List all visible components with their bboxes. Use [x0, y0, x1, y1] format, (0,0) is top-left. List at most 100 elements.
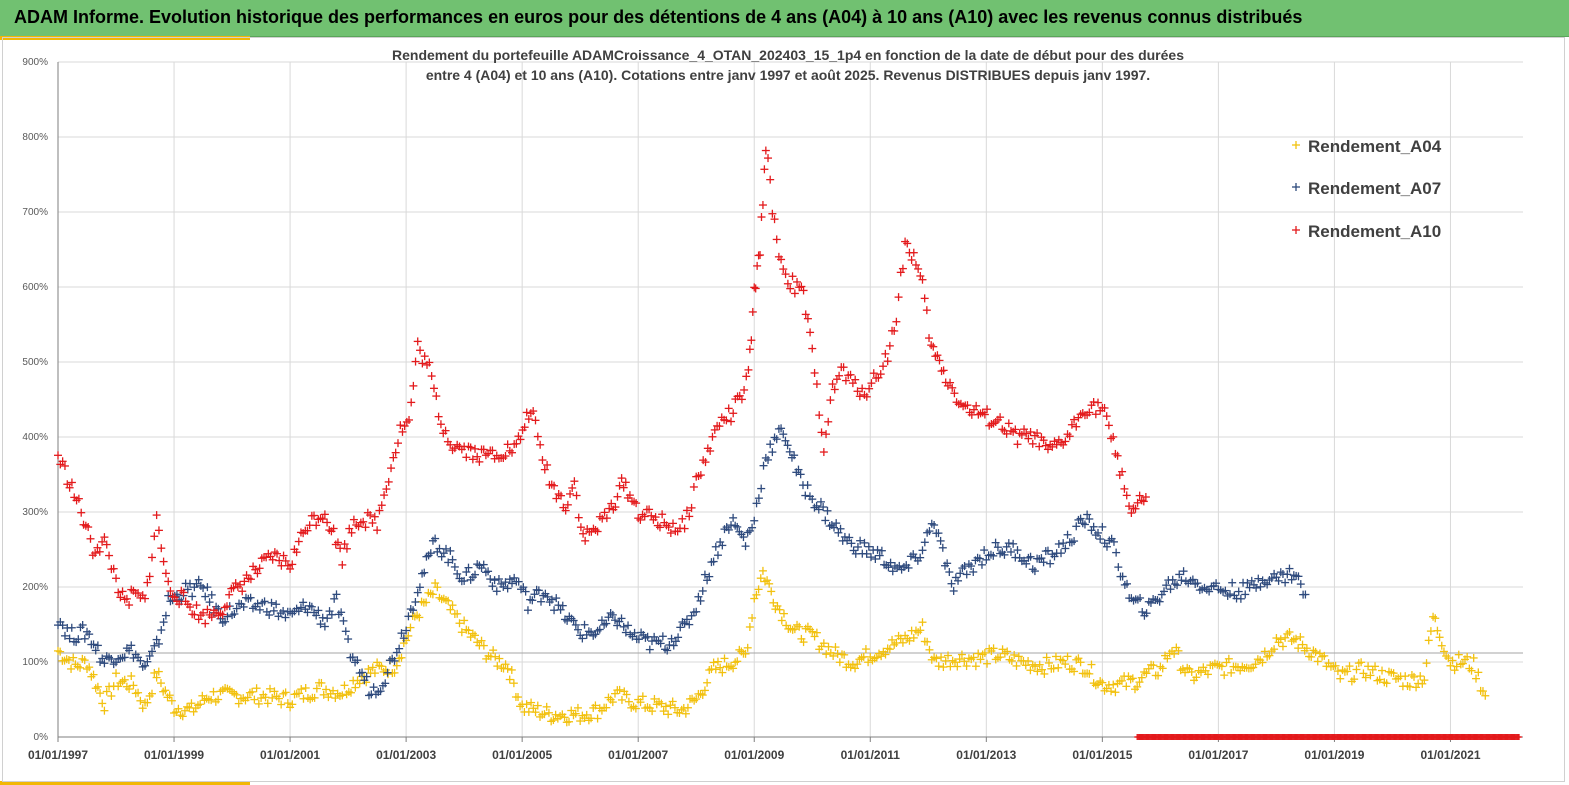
data-point-rendement-a04 [161, 686, 170, 695]
data-point-rendement-a10 [655, 523, 664, 532]
data-point-rendement-a04 [720, 654, 729, 663]
data-point-rendement-a10 [1122, 491, 1131, 500]
data-point-rendement-a07 [1085, 514, 1094, 523]
data-point-rendement-a04 [709, 658, 718, 667]
data-point-rendement-a07 [698, 586, 707, 595]
data-point-rendement-a10 [636, 515, 645, 524]
data-point-rendement-a07 [814, 505, 823, 514]
data-point-rendement-a10 [303, 526, 312, 535]
data-point-rendement-a10 [380, 491, 389, 500]
data-point-rendement-a04 [431, 579, 440, 588]
data-point-rendement-a04 [1420, 676, 1429, 685]
data-point-rendement-a07 [930, 521, 939, 530]
data-point-rendement-a10 [432, 392, 441, 401]
data-point-rendement-a07 [1112, 548, 1121, 557]
data-point-rendement-a04 [125, 685, 134, 694]
data-point-rendement-a07 [246, 593, 255, 602]
data-point-rendement-a10 [740, 385, 749, 394]
data-point-rendement-a04 [1054, 663, 1063, 672]
data-point-rendement-a10 [288, 560, 297, 569]
data-point-rendement-a07 [1243, 578, 1252, 587]
data-point-rendement-a04 [127, 672, 136, 681]
data-point-rendement-a10 [446, 440, 455, 449]
data-point-rendement-a07 [1177, 576, 1186, 585]
data-point-rendement-a10 [929, 342, 938, 351]
data-point-rendement-a07 [534, 586, 543, 595]
data-point-rendement-a04 [980, 648, 989, 657]
data-point-rendement-a10 [1118, 467, 1127, 476]
data-point-rendement-a04 [758, 566, 767, 575]
data-point-rendement-a04 [261, 693, 270, 702]
data-point-rendement-a04 [167, 696, 176, 705]
data-point-rendement-a07 [299, 598, 308, 607]
data-point-rendement-a10 [225, 590, 234, 599]
data-point-rendement-a10 [479, 445, 488, 454]
data-point-rendement-a07 [339, 616, 348, 625]
data-point-rendement-a10 [621, 478, 630, 487]
data-point-rendement-a04 [338, 691, 347, 700]
data-point-rendement-a10 [157, 544, 166, 553]
data-point-rendement-a04 [301, 683, 310, 692]
data-point-rendement-a10 [745, 345, 754, 354]
data-point-rendement-a04 [1270, 645, 1279, 654]
data-point-rendement-a04 [1128, 674, 1137, 683]
data-point-rendement-a04 [1435, 633, 1444, 642]
page-title: ADAM Informe. Evolution historique des p… [14, 7, 1303, 27]
data-point-rendement-a10 [753, 261, 762, 270]
data-point-rendement-a07 [314, 606, 323, 615]
data-point-rendement-a10 [95, 547, 104, 556]
data-point-rendement-a04 [1336, 674, 1345, 683]
data-point-rendement-a07 [296, 603, 305, 612]
data-point-rendement-a04 [453, 609, 462, 618]
data-point-rendement-a07 [1083, 510, 1092, 519]
data-point-rendement-a07 [323, 614, 332, 623]
data-point-rendement-a10 [756, 251, 765, 260]
data-point-rendement-a10 [1139, 497, 1148, 506]
data-point-rendement-a07 [604, 613, 613, 622]
data-point-rendement-a04 [713, 657, 722, 666]
data-point-rendement-a04 [319, 690, 328, 699]
data-point-rendement-a07 [741, 542, 750, 551]
data-point-rendement-a04 [937, 653, 946, 662]
data-point-rendement-a07 [192, 579, 201, 588]
data-point-rendement-a10 [617, 474, 626, 483]
data-point-rendement-a10 [1033, 429, 1042, 438]
x-tick-label: 01/01/2021 [1420, 748, 1480, 762]
data-point-rendement-a04 [1320, 651, 1329, 660]
data-point-rendement-a07 [936, 536, 945, 545]
data-point-rendement-a10 [855, 392, 864, 401]
data-point-rendement-a10 [382, 485, 391, 494]
data-point-rendement-a10 [835, 371, 844, 380]
data-point-rendement-a07 [260, 597, 269, 606]
y-tick-label: 900% [22, 57, 48, 68]
data-point-rendement-a04 [1260, 647, 1269, 656]
data-point-rendement-a07 [956, 569, 965, 578]
data-point-rendement-a04 [1364, 662, 1373, 671]
data-point-rendement-a10 [1011, 425, 1020, 434]
data-point-rendement-a04 [150, 668, 159, 677]
data-point-rendement-a04 [1098, 678, 1107, 687]
data-point-rendement-a07 [514, 577, 523, 586]
data-point-rendement-a07 [464, 563, 473, 572]
y-tick-label: 0% [34, 732, 49, 743]
data-point-rendement-a04 [1040, 669, 1049, 678]
data-point-rendement-a04 [544, 708, 553, 717]
data-point-rendement-a04 [457, 628, 466, 637]
data-point-rendement-a04 [1224, 654, 1233, 663]
data-point-rendement-a04 [969, 653, 978, 662]
data-point-rendement-a04 [1361, 673, 1370, 682]
chart-title-line: entre 4 (A04) et 10 ans (A10). Cotations… [426, 67, 1150, 83]
data-point-rendement-a10 [222, 602, 231, 611]
data-point-rendement-a04 [214, 695, 223, 704]
data-point-rendement-a04 [102, 687, 111, 696]
data-point-rendement-a10 [645, 505, 654, 514]
data-point-rendement-a07 [1193, 579, 1202, 588]
data-point-rendement-a10 [520, 423, 529, 432]
y-tick-label: 300% [22, 507, 48, 518]
data-point-rendement-a04 [1416, 672, 1425, 681]
data-point-rendement-a07 [845, 533, 854, 542]
data-point-rendement-a10 [143, 578, 152, 587]
data-point-rendement-a04 [297, 685, 306, 694]
data-point-rendement-a10 [687, 503, 696, 512]
data-point-rendement-a07 [989, 551, 998, 560]
